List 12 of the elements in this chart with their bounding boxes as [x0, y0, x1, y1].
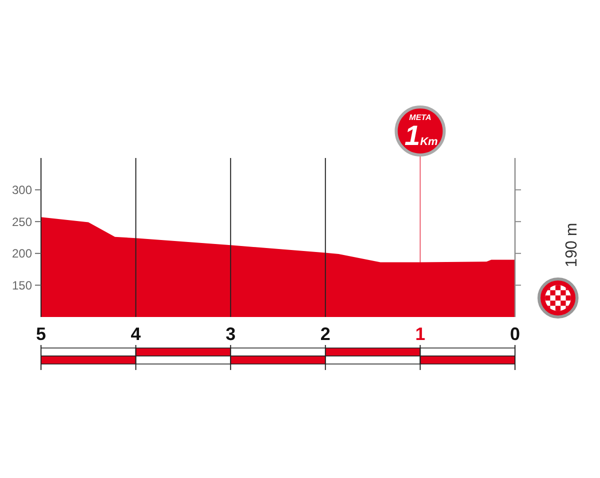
x-tick-label: 2	[320, 324, 330, 344]
x-tick-label: 0	[510, 324, 520, 344]
x-tick-label: 5	[36, 324, 46, 344]
y-tick-label: 300	[12, 183, 32, 197]
y-tick-label: 200	[12, 246, 32, 261]
x-tick-label: 3	[226, 324, 236, 344]
x-tick-label: 1	[415, 324, 426, 344]
y-tick-label: 250	[12, 214, 32, 229]
x-tick-label: 4	[130, 324, 141, 344]
ref-line-label: META 1Km	[404, 113, 438, 151]
text: 190 m	[564, 222, 581, 268]
y-tick-label: 150	[12, 278, 32, 292]
